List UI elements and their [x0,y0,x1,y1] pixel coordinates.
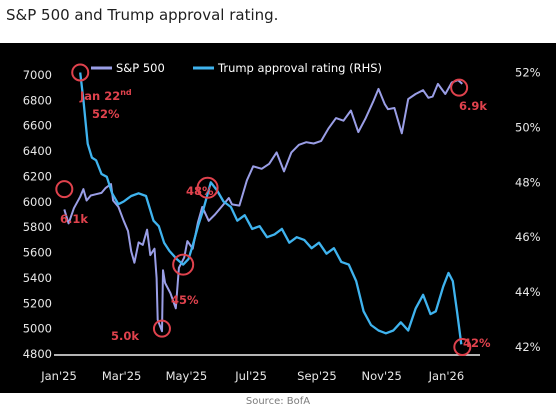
annotation-label: 48% [186,184,214,198]
annotation-label: 52% [92,107,120,121]
legend-label-approval: Trump approval rating (RHS) [217,61,382,75]
footer: Source: BofA [0,393,556,415]
left-tick-label: 6200 [23,169,52,183]
right-tick-label: 52% [515,65,541,79]
left-tick-label: 4800 [23,347,52,361]
annotation-circle [172,253,195,276]
x-tick-label: Nov'25 [362,369,402,383]
right-tick-label: 46% [515,230,541,244]
annotation-circle [450,78,469,97]
left-axis-ticks: 4800 5000 5200 5400 5600 5800 6000 6200 6400 6600… [23,68,52,361]
right-tick-label: 44% [515,285,541,299]
right-tick-label: 42% [515,340,541,354]
legend: S&P 500 Trump approval rating (RHS) [91,61,382,75]
annotation-label: 45% [171,293,199,307]
annotation-circle [453,338,472,356]
annotation-label: 42% [463,336,491,350]
header: S&P 500 and Trump approval rating. [0,0,556,40]
left-tick-label: 5000 [23,322,52,336]
left-tick-label: 5200 [23,296,52,310]
x-tick-label: May'25 [166,369,208,383]
annotation-circle [196,176,219,199]
x-tick-label: Jul'25 [234,369,267,383]
x-tick-label: Sep'25 [297,369,336,383]
left-tick-label: 5800 [23,220,52,234]
source-note: Source: BofA [245,396,311,407]
left-tick-label: 6000 [23,195,52,209]
left-tick-label: 6600 [23,119,52,133]
annotation-circle [152,319,171,338]
x-tick-label: Mar'25 [102,369,142,383]
left-tick-label: 5400 [23,271,52,285]
series-layer [63,72,463,345]
legend-label-sp500: S&P 500 [116,61,165,75]
annotation-layer: Jan 22nd 52% 6.1k 5.0k 48% 45% 6.9k 42% [55,63,491,356]
x-axis-ticks: Jan'25 Mar'25 May'25 Jul'25 Sep'25 Nov'25 Jan'… [40,369,464,383]
left-tick-label: 6400 [23,144,52,158]
sp500-line [63,79,463,333]
left-tick-label: 7000 [23,68,52,82]
right-tick-label: 50% [515,120,541,134]
annotation-label: 5.0k [111,329,139,343]
annotation-circle [55,180,74,199]
right-axis-ticks: 42% 44% 46% 48% 50% 52% [515,65,541,354]
left-tick-label: 5600 [23,246,52,260]
line-chart: Jan'25 Mar'25 May'25 Jul'25 Sep'25 Nov'25 Jan'… [23,61,541,383]
annotation-circle [71,63,90,82]
left-tick-label: 6800 [23,93,52,107]
x-tick-label: Jan'25 [40,369,77,383]
right-tick-label: 48% [515,175,541,189]
approval-line [79,72,463,345]
x-tick-label: Jan'26 [428,369,465,383]
annotation-label: 6.9k [459,99,487,113]
annotation-label: Jan 22nd [79,88,132,103]
annotation-label: 6.1k [60,212,88,226]
page-title: S&P 500 and Trump approval rating. [6,6,279,24]
chart-panel [0,43,556,393]
